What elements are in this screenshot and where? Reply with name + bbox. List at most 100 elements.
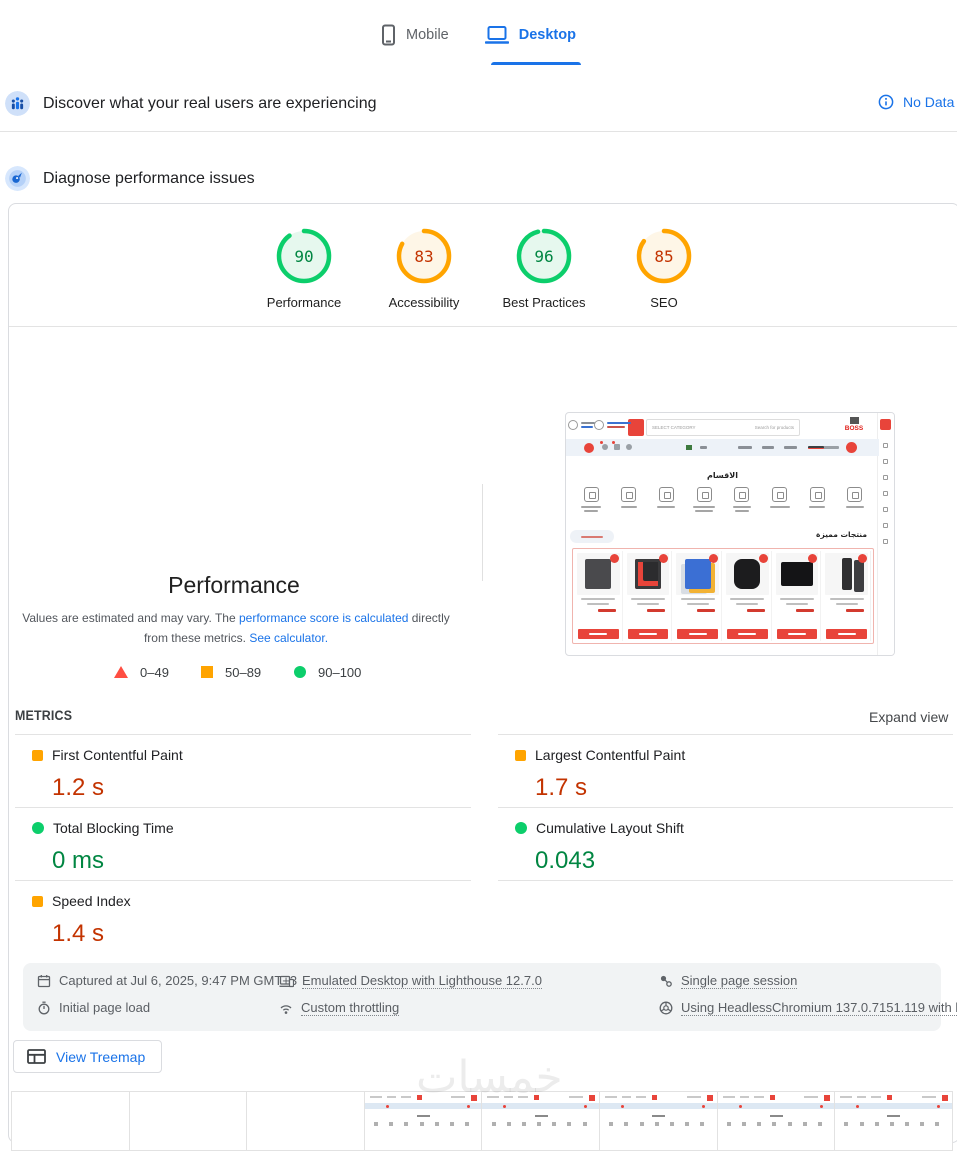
- view-treemap-button[interactable]: View Treemap: [13, 1040, 163, 1073]
- emulation-text[interactable]: Emulated Desktop with Lighthouse 12.7.0: [302, 973, 542, 989]
- thumb-category-item: [725, 487, 759, 512]
- throttling-info: Custom throttling: [279, 1000, 400, 1016]
- filmstrip-frame: [363, 1091, 483, 1151]
- expand-view-button[interactable]: Expand view: [869, 709, 949, 725]
- lcp-value: 1.7 s: [535, 774, 588, 801]
- lcp-status-icon: [515, 749, 526, 761]
- page-load-text: Initial page load: [59, 1000, 151, 1015]
- disclaimer-text-1: Values are estimated and may vary. The: [22, 611, 239, 625]
- thumb-lang-label: [700, 446, 707, 449]
- legend-average-range: 50–89: [225, 664, 262, 680]
- thumb-product-card: [625, 551, 673, 641]
- session-text[interactable]: Single page session: [681, 973, 798, 989]
- metric-fcp: First Contentful Paint 1.2 s: [32, 747, 462, 802]
- thumb-select-category: SELECT CATEGORY: [652, 425, 696, 430]
- lighthouse-report-card: 90 Performance 83 Accessibility 96 Best …: [8, 203, 957, 1151]
- thumb-side-icon: [883, 443, 888, 448]
- thumb-contact-icon: [594, 420, 604, 430]
- section-divider: [0, 131, 957, 132]
- filmstrip-frame: [598, 1091, 718, 1151]
- diagnose-gauge-icon: [5, 166, 30, 191]
- thumb-product-card: [724, 551, 772, 641]
- metrics-col-divider: [15, 734, 471, 735]
- calc-link-1[interactable]: performance score is calculated: [239, 611, 409, 625]
- captured-at: Captured at Jul 6, 2025, 9:47 PM GMT+3: [37, 973, 297, 988]
- device-tabs: Mobile Desktop: [0, 24, 957, 46]
- metric-lcp: Largest Contentful Paint 1.7 s: [515, 747, 945, 802]
- metric-tbt: Total Blocking Time 0 ms: [32, 820, 462, 875]
- metric-row-divider: [498, 880, 953, 881]
- metric-row-divider: [15, 880, 471, 881]
- label-accessibility: Accessibility: [388, 295, 460, 310]
- chromium-text[interactable]: Using HeadlessChromium 137.0.7151.119 wi…: [681, 1000, 957, 1016]
- chrome-icon: [659, 1001, 673, 1015]
- category-gauges-row: 90 Performance 83 Accessibility 96 Best …: [9, 228, 957, 310]
- label-seo: SEO: [650, 295, 678, 310]
- metric-row-divider: [498, 807, 953, 808]
- thumb-product-card: [674, 551, 723, 641]
- gauge-best-practices[interactable]: 96 Best Practices: [484, 228, 604, 310]
- throttling-signal-icon: [280, 1004, 292, 1014]
- filmstrip-frame: [716, 1091, 836, 1151]
- thumb-product-card: [575, 551, 623, 641]
- thumb-side-icon: [883, 523, 888, 528]
- stopwatch-icon: [38, 1001, 50, 1014]
- real-users-icon: [5, 91, 30, 116]
- thumb-contact-block: [594, 420, 631, 430]
- thumb-badge-dot: [612, 441, 615, 444]
- metric-cls: Cumulative Layout Shift 0.043: [515, 820, 945, 875]
- view-treemap-label: View Treemap: [56, 1048, 146, 1065]
- thumb-category-item: [838, 487, 872, 512]
- metrics-header: METRICS: [15, 708, 73, 723]
- capture-info-bar: Captured at Jul 6, 2025, 9:47 PM GMT+3 I…: [23, 963, 957, 1031]
- no-data-label: No Data: [903, 94, 955, 110]
- performance-heading: Performance: [168, 572, 300, 598]
- final-screenshot-thumbnail: BOSS SELECT CATEGORY Search for products: [565, 412, 895, 656]
- card-divider: [9, 326, 957, 327]
- gauge-seo[interactable]: 85 SEO: [604, 228, 724, 310]
- calendar-icon: [37, 974, 51, 987]
- pass-circle-icon: [294, 666, 306, 678]
- calc-link-2[interactable]: See calculator.: [249, 631, 329, 645]
- thumb-nav-item: [738, 446, 752, 449]
- thumb-side-icon: [883, 459, 888, 464]
- thumb-search-button: [628, 419, 644, 436]
- tab-desktop[interactable]: Desktop: [484, 24, 576, 46]
- score-performance: 90: [294, 246, 314, 266]
- gauge-accessibility[interactable]: 83 Accessibility: [364, 228, 484, 310]
- tab-mobile[interactable]: Mobile: [381, 24, 449, 46]
- filmstrip-frame-blank: [11, 1091, 130, 1151]
- pagespeed-report: { "device_tabs": { "mobile": "Mobile", "…: [0, 24, 957, 1151]
- thumb-brand-text: BOSS: [844, 425, 864, 432]
- thumb-nav-cta: [846, 442, 857, 453]
- desktop-laptop-icon: [484, 26, 509, 44]
- thumb-logo-mark: [849, 417, 859, 424]
- tbt-value: 0 ms: [52, 847, 105, 874]
- treemap-icon: [27, 1049, 46, 1064]
- fcp-value: 1.2 s: [52, 774, 105, 801]
- tbt-status-icon: [32, 822, 44, 834]
- filmstrip-frame-blank: [246, 1091, 365, 1151]
- legend-fail: 0–49: [114, 664, 169, 680]
- si-value: 1.4 s: [52, 920, 105, 947]
- thumb-side-icon: [883, 475, 888, 480]
- thumb-featured-products: [572, 548, 874, 644]
- label-best-practices: Best Practices: [502, 295, 586, 310]
- emulated-device-icon: [279, 975, 294, 987]
- no-data-link[interactable]: No Data: [878, 94, 954, 110]
- average-square-icon: [201, 666, 213, 678]
- thumb-badge-dot: [600, 441, 603, 444]
- mobile-phone-icon: [382, 24, 396, 46]
- metric-speed-index: Speed Index 1.4 s: [32, 893, 462, 948]
- page-load-type: Initial page load: [37, 1000, 150, 1015]
- gauge-performance[interactable]: 90 Performance: [244, 228, 364, 310]
- thumb-menu-button: [880, 419, 891, 430]
- thumb-category-item: [763, 487, 797, 512]
- info-icon: [878, 94, 894, 110]
- thumb-wishlist-icon: [602, 444, 608, 450]
- throttling-text[interactable]: Custom throttling: [301, 1000, 400, 1016]
- thumb-category-item: [612, 487, 646, 512]
- discover-section-header: Discover what your real users are experi…: [5, 91, 376, 116]
- diagnose-title: Diagnose performance issues: [43, 169, 255, 187]
- fail-triangle-icon: [114, 666, 128, 678]
